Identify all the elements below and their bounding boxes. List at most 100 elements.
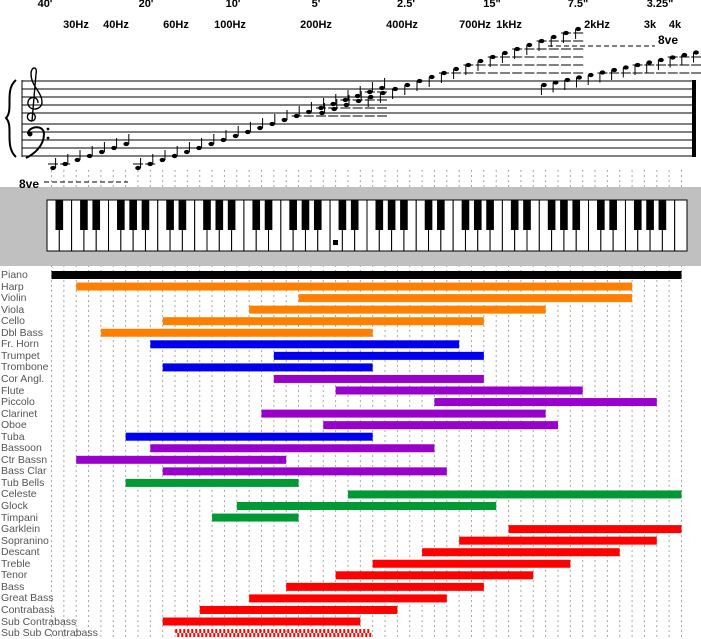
black-key: [313, 200, 322, 230]
black-key: [178, 200, 187, 230]
footage-label: 2.5': [397, 0, 415, 10]
black-key: [215, 200, 224, 230]
note-head: [563, 30, 569, 36]
note-head: [196, 145, 202, 151]
range-bar-segment: [345, 633, 348, 638]
bass-clef: [25, 126, 46, 159]
range-bar: [249, 305, 546, 314]
note-head: [50, 165, 56, 171]
range-bar-segment: [273, 633, 276, 638]
grand-staff: [4, 26, 701, 183]
note-head: [269, 121, 276, 127]
instrument-label: Garklein: [1, 523, 41, 536]
range-bar-segment: [357, 633, 360, 638]
black-key: [375, 200, 384, 230]
note-head: [319, 110, 325, 116]
note-head: [416, 78, 423, 84]
range-bar-segment: [335, 629, 338, 634]
range-bar: [150, 444, 435, 453]
instrument-label: Descant: [1, 546, 40, 559]
footage-label: 10': [225, 0, 241, 10]
range-bar: [323, 421, 558, 430]
range-bar: [261, 409, 546, 418]
range-bar-segment: [253, 633, 256, 638]
range-bar-segment: [215, 629, 218, 634]
black-key: [510, 200, 519, 230]
note-head: [367, 89, 373, 95]
note-head: [681, 52, 688, 58]
range-bar: [150, 340, 460, 349]
note-head: [62, 161, 68, 167]
instrument-label: Celeste: [1, 488, 37, 501]
range-bar-segment: [287, 629, 290, 634]
black-key: [437, 200, 445, 230]
bass-clef-dot: [46, 136, 50, 140]
range-bar-segment: [337, 633, 340, 638]
note-head: [208, 141, 214, 147]
note-head: [693, 50, 699, 55]
range-bar-segment: [175, 629, 178, 634]
range-bar-segment: [323, 629, 326, 634]
range-bar-segment: [283, 629, 286, 634]
black-key: [203, 200, 211, 230]
range-bar-segment: [329, 633, 332, 638]
range-bar-segment: [187, 629, 190, 634]
note-head: [392, 86, 399, 92]
black-key: [547, 200, 556, 230]
black-key: [350, 200, 359, 230]
range-bar-segment: [243, 629, 246, 634]
black-key: [597, 200, 605, 230]
instrument-label: Contrabass: [1, 603, 55, 616]
instrument-label: Harp: [1, 280, 24, 293]
range-bar-segment: [267, 629, 270, 634]
note-head: [184, 149, 190, 155]
range-bar-segment: [269, 633, 272, 638]
range-bar-segment: [343, 629, 346, 634]
range-bar: [175, 629, 372, 638]
range-bar-segment: [305, 633, 308, 638]
instrument-label: Cello: [1, 315, 25, 328]
range-bar-segment: [189, 633, 192, 638]
range-bar-segment: [179, 629, 182, 634]
instrument-label: Oboe: [1, 419, 27, 432]
range-bar-segment: [259, 629, 262, 634]
note-head: [379, 85, 385, 91]
range-bar-segment: [313, 633, 316, 638]
footage-label: 15": [483, 0, 501, 10]
range-bar-segment: [351, 629, 354, 634]
range-bar-segment: [347, 629, 350, 634]
black-key: [400, 200, 408, 230]
range-bar-segment: [285, 633, 288, 638]
frequency-label: 2kHz: [584, 19, 610, 31]
instrument-label: Bass Clar: [1, 465, 47, 478]
black-key: [646, 200, 654, 230]
black-key: [92, 200, 101, 230]
range-bar-segment: [303, 629, 306, 634]
frequency-label: 1kHz: [496, 19, 522, 31]
range-bar-segment: [245, 633, 248, 638]
note-head: [465, 62, 472, 68]
note-head: [257, 125, 263, 131]
frequency-label: 40Hz: [103, 19, 129, 31]
black-key: [338, 200, 347, 230]
range-bar-segment: [279, 629, 282, 634]
bass-clef-dot: [27, 131, 33, 137]
range-bar-segment: [261, 633, 264, 638]
range-bar-segment: [217, 633, 220, 638]
range-bar-segment: [299, 629, 302, 634]
note-head: [99, 149, 105, 155]
instrument-label: Sub Contrabass: [1, 615, 77, 628]
range-bar-segment: [321, 633, 324, 638]
range-bar-segment: [367, 629, 370, 634]
range-bar-segment: [241, 633, 244, 638]
instrument-label: Clarinet: [1, 407, 38, 420]
instrument-label: Great Bass: [1, 592, 54, 605]
note-head: [658, 57, 664, 63]
instrument-label: Glock: [1, 500, 28, 512]
frequency-label: 200Hz: [300, 19, 332, 31]
range-bar: [51, 271, 682, 279]
range-bar-segment: [295, 629, 298, 634]
frequency-label: 60Hz: [163, 19, 189, 31]
instrument-label: Tenor: [1, 569, 28, 582]
black-key: [560, 200, 568, 230]
